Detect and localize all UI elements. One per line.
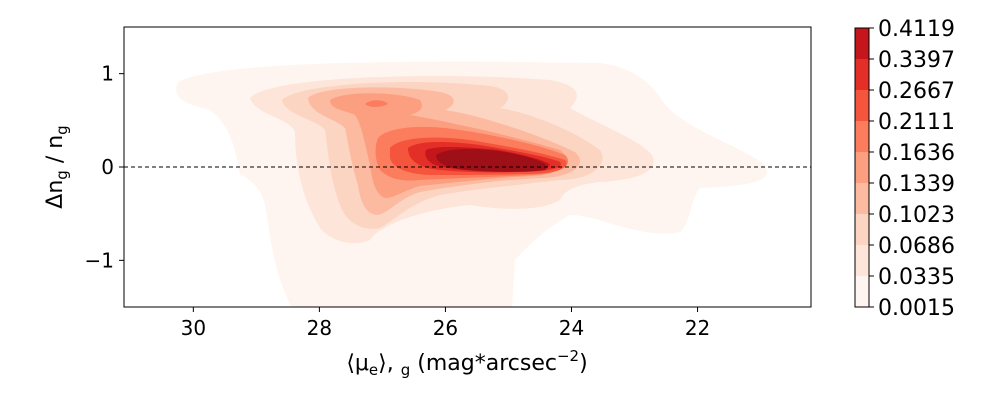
x-tick-label: 30 xyxy=(181,316,206,340)
colorbar-swatch xyxy=(855,121,869,152)
colorbar: 0.0015 0.0335 0.0686 0.1023 0.1339 0.1636 0.21… xyxy=(854,17,955,321)
colorbar-tick-label: 0.1023 xyxy=(878,203,955,228)
density-contours xyxy=(176,61,767,307)
y-label-sub2: g xyxy=(53,125,71,135)
x-tick-label: 28 xyxy=(307,316,332,340)
x-tick-label: 24 xyxy=(559,316,584,340)
colorbar-swatch xyxy=(855,245,869,276)
colorbar-tick-label: 0.1339 xyxy=(878,172,955,197)
colorbar-swatch xyxy=(855,90,869,121)
colorbar-tick-label: 0.0686 xyxy=(878,234,955,259)
contour-level-0.4119 xyxy=(436,148,548,172)
colorbar-frame xyxy=(854,27,870,308)
x-label-mid: ⟩, xyxy=(378,351,401,376)
colorbar-swatch xyxy=(855,276,869,307)
colorbar-tick-label: 0.2111 xyxy=(878,110,955,135)
x-label-post: (mag*arcsec xyxy=(410,351,557,376)
x-label-pre: ⟨μ xyxy=(346,351,369,376)
y-tick-label: 1 xyxy=(101,62,114,86)
x-label-sub2: g xyxy=(401,361,411,379)
y-label-sub1: g xyxy=(53,170,71,180)
colorbar-swatch xyxy=(855,28,869,59)
colorbar-tick-label: 0.0335 xyxy=(878,265,955,290)
y-label-pre: Δn xyxy=(43,180,68,209)
x-label-sub1: e xyxy=(369,361,378,379)
x-label-end: ) xyxy=(579,351,588,376)
colorbar-swatch xyxy=(855,183,869,214)
colorbar-tick-label: 0.4119 xyxy=(878,17,955,42)
colorbar-tick-label: 0.1636 xyxy=(878,141,955,166)
y-tick-label: 0 xyxy=(101,155,114,179)
y-axis-ticks: 1 0 −1 xyxy=(85,62,124,272)
colorbar-swatch xyxy=(855,59,869,90)
colorbar-swatch xyxy=(855,214,869,245)
y-label-mid: / n xyxy=(43,135,68,170)
x-label-sup: −2 xyxy=(557,347,579,365)
x-tick-label: 26 xyxy=(433,316,458,340)
colorbar-tick-label: 0.3397 xyxy=(878,48,955,73)
colorbar-tick-label: 0.0015 xyxy=(878,296,955,321)
y-axis-label: Δng / ng xyxy=(43,125,71,208)
x-tick-label: 22 xyxy=(685,316,710,340)
x-axis-label: ⟨μe⟩, g (mag*arcsec−2) xyxy=(346,347,587,379)
y-tick-label: −1 xyxy=(85,248,114,272)
colorbar-tick-label: 0.2667 xyxy=(878,79,955,104)
colorbar-swatch xyxy=(855,152,869,183)
x-axis-ticks: 30 28 26 24 22 xyxy=(181,307,710,340)
